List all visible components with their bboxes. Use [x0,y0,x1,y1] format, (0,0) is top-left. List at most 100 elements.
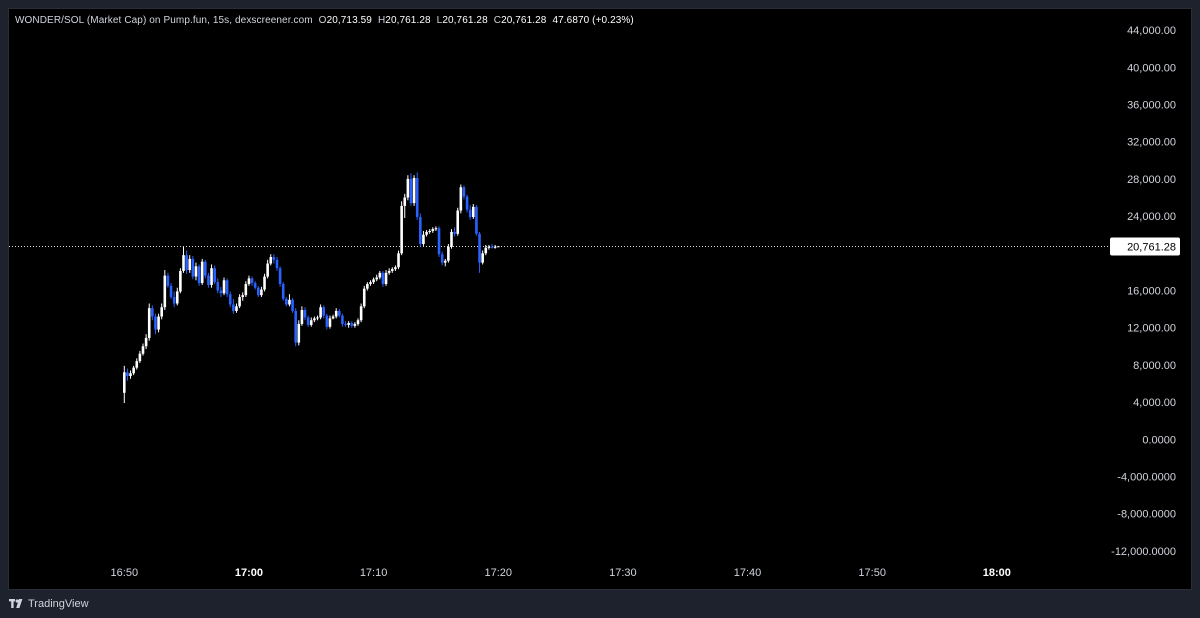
candle-body [496,246,500,248]
candle [232,298,235,314]
candles-layer [122,172,500,404]
candle [447,244,450,263]
brand-name: TradingView [28,598,89,610]
high-value: 20,761.28 [385,15,431,26]
candle-body [431,229,435,231]
candle [487,244,491,250]
candle-body [447,246,450,261]
candle [303,307,307,321]
time-tick-label: 17:10 [360,567,388,579]
candle-body [344,323,347,325]
candle-body [228,294,232,305]
time-axis[interactable]: 16:50 17:00 17:10 17:20 17:30 17:40 17:50 18:00 [111,567,1011,579]
candle [425,230,428,237]
time-tick-label: 17:20 [484,567,512,579]
candle-body [409,178,413,204]
candle [419,213,422,247]
change-value: 47.6870 (+0.23%) [552,15,634,26]
candle [260,286,263,298]
candle-body [353,323,357,326]
candle-body [263,276,266,290]
candle-body [182,255,185,271]
candle-body [191,258,195,277]
candle [322,305,326,319]
candle-body [334,310,338,317]
candle-body [197,266,201,284]
candle-body [179,270,182,292]
candle-body [219,290,223,294]
candle [135,358,139,370]
candle [478,231,481,273]
candle-body [356,320,360,324]
candle-body [440,254,444,263]
candle [350,321,354,328]
candle [453,227,456,237]
candle [154,313,157,335]
candle [160,303,163,320]
candle-body [478,233,481,263]
candle-body [475,206,478,234]
candle [415,172,419,220]
last-price-badge-bg [1110,237,1180,256]
candle [434,226,438,231]
candle [216,278,220,294]
candle-body [207,275,210,285]
candle [440,251,444,266]
candle [341,313,344,327]
time-tick-label: 16:50 [111,567,139,579]
candle [213,265,216,284]
candle [129,370,132,379]
price-tick-label: 8,000.00 [1133,360,1176,372]
candle-body [260,289,263,296]
candle-body [322,307,326,316]
candle [319,304,322,320]
candle [241,292,245,301]
candle [256,285,260,298]
candle-body [210,268,213,285]
candlestick-chart[interactable]: 44,000.00 40,000.00 36,000.00 32,000.00 28,0… [9,9,1191,589]
high-label: H [377,15,386,26]
candle [285,297,288,307]
candle-body [175,291,179,304]
candle-body [472,206,475,218]
candle [468,204,472,220]
candle-body [313,318,316,321]
candle [269,254,273,266]
candle-body [272,257,276,260]
candle-body [316,317,319,319]
candle-body [453,231,456,234]
candle [281,282,285,301]
candle [313,316,316,323]
candle [288,294,291,307]
price-tick-label: 24,000.00 [1127,211,1176,223]
chart-pane[interactable]: 44,000.00 40,000.00 36,000.00 32,000.00 28,0… [8,8,1192,590]
price-tick-label: -12,000.0000 [1111,546,1176,558]
candle-body [154,316,157,330]
candle-body [325,315,329,327]
price-tick-label: 4,000.00 [1133,397,1176,409]
candle-body [160,307,163,317]
candle-body [428,230,431,232]
time-tick-label: 17:50 [858,567,886,579]
candle-body [147,308,151,338]
candle [278,266,282,287]
candle-body [412,177,416,204]
candle [400,201,403,256]
candle [390,267,394,273]
candle-body [188,258,192,271]
candle-body [232,304,235,311]
price-tick-label: -4,000.0000 [1117,471,1176,483]
candle-body [288,299,291,305]
candle [210,264,213,288]
candle [431,227,435,233]
candle [378,270,382,280]
candle-body [347,323,350,325]
candle-body [225,280,229,295]
tradingview-brand[interactable]: TradingView [9,597,89,611]
price-axis[interactable]: 44,000.00 40,000.00 36,000.00 32,000.00 28,0… [1110,25,1180,558]
candle [475,204,478,236]
candle-body [493,246,497,248]
candle [325,313,329,330]
low-label: L [436,15,443,26]
price-tick-label: 12,000.00 [1127,323,1176,335]
